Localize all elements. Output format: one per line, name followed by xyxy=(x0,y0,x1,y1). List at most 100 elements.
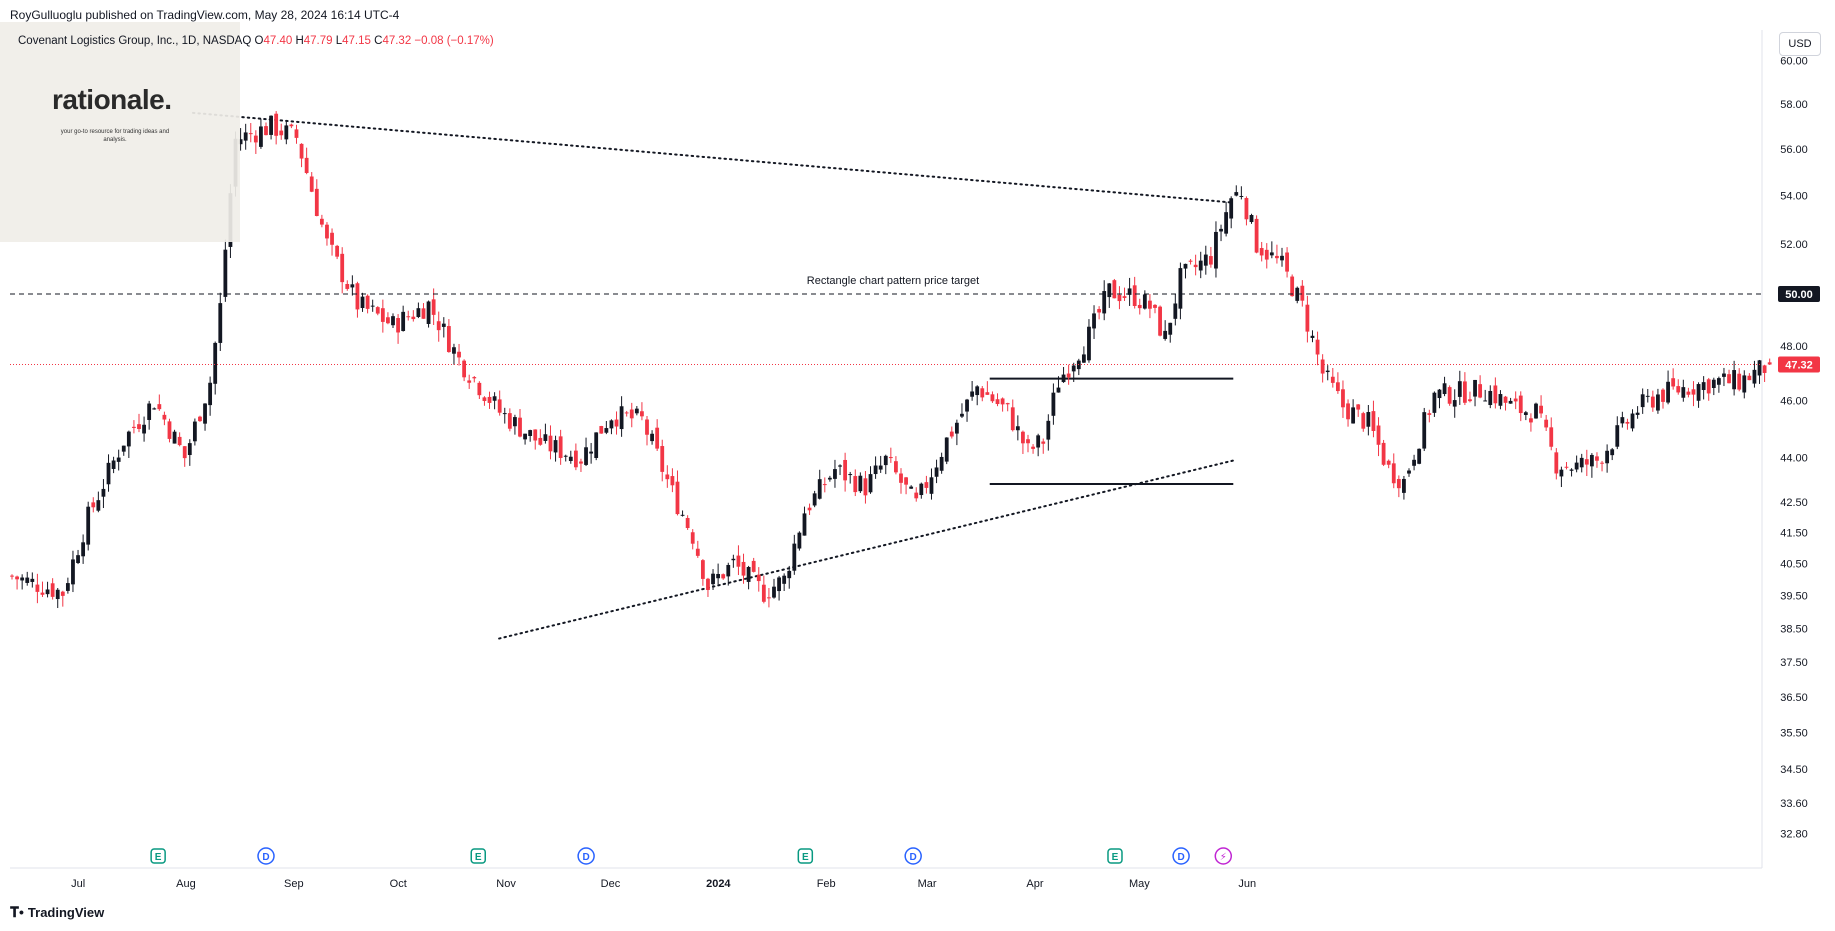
earnings-event-icon[interactable]: E xyxy=(797,848,814,864)
candle-body xyxy=(873,465,878,475)
dividend-event-icon[interactable]: D xyxy=(577,847,595,865)
candle-body xyxy=(944,437,949,462)
candle-body xyxy=(584,447,588,465)
candle xyxy=(1605,444,1610,473)
candle-body xyxy=(1280,255,1284,261)
candle xyxy=(223,239,228,302)
dividend-event-icon[interactable]: D xyxy=(904,847,922,865)
candle xyxy=(1661,388,1665,409)
candle-body xyxy=(375,307,380,314)
candle-body xyxy=(15,576,19,580)
candle xyxy=(1168,322,1173,343)
time-axis[interactable]: Jul Aug Sep Oct Nov Dec 2024 Feb Mar Apr May Jun xyxy=(71,878,1256,890)
candle xyxy=(253,130,258,154)
event-markers[interactable]: E D E D E D E D ⚡ xyxy=(150,847,1233,865)
candle-body xyxy=(142,424,146,434)
candle xyxy=(1193,254,1198,276)
candle xyxy=(1026,434,1030,453)
candle-body xyxy=(736,555,741,567)
price-tick-label: 44.00 xyxy=(1780,453,1808,465)
candle xyxy=(1208,246,1213,268)
earnings-event-icon[interactable]: E xyxy=(470,848,486,864)
candle xyxy=(177,432,182,447)
candle xyxy=(1031,444,1035,454)
time-tick-label: Mar xyxy=(918,878,937,890)
candle-body xyxy=(1391,463,1396,484)
candle xyxy=(599,425,604,434)
candle-body xyxy=(914,492,919,499)
candle-body xyxy=(1036,435,1041,448)
candle xyxy=(132,420,136,434)
candle xyxy=(1285,247,1289,278)
candle-body xyxy=(1325,370,1330,373)
dividend-event-icon[interactable]: D xyxy=(1172,847,1190,865)
candle xyxy=(101,479,106,509)
candle xyxy=(990,391,995,403)
candle xyxy=(1178,262,1183,320)
event-badge-letter: E xyxy=(475,852,482,863)
candle xyxy=(76,549,80,565)
candle-body xyxy=(1752,369,1757,384)
price-tick-label: 34.50 xyxy=(1780,764,1808,776)
candle-body xyxy=(1595,456,1599,461)
candle-body xyxy=(1269,252,1274,256)
candle xyxy=(965,398,969,422)
candle xyxy=(289,123,294,129)
candle-body xyxy=(909,486,914,489)
symbol-legend[interactable]: Covenant Logistics Group, Inc., 1D, NASD… xyxy=(18,35,494,47)
candle xyxy=(914,487,919,502)
candle xyxy=(421,303,426,319)
candle-body xyxy=(182,446,187,459)
candle xyxy=(1686,387,1691,398)
price-tick-label: 39.50 xyxy=(1780,591,1808,603)
currency-button[interactable]: USD xyxy=(1779,32,1821,56)
candle-body xyxy=(50,583,55,597)
candle-body xyxy=(1656,394,1660,411)
candle xyxy=(573,443,578,471)
candle xyxy=(843,452,848,492)
candle-body xyxy=(1173,303,1178,319)
candle xyxy=(269,115,273,140)
candle-body xyxy=(116,457,121,462)
event-badge-glyph: ⚡ xyxy=(1220,852,1227,863)
candle xyxy=(690,529,695,550)
candle-body xyxy=(1645,395,1650,397)
candle xyxy=(1203,245,1208,275)
tradingview-brand[interactable]: 𝐓• TradingView xyxy=(10,904,104,921)
dividend-event-icon[interactable]: D xyxy=(257,847,275,865)
candle xyxy=(238,128,243,151)
candle-body xyxy=(1193,264,1198,268)
candle xyxy=(807,503,812,515)
candle xyxy=(736,545,741,576)
candle xyxy=(55,587,60,609)
candle-body xyxy=(1554,452,1559,474)
candle xyxy=(533,429,538,450)
candle-body xyxy=(289,124,294,127)
candle-body xyxy=(253,135,258,143)
earnings-event-icon[interactable]: E xyxy=(1107,848,1123,864)
candle-body xyxy=(670,476,675,486)
open-value: 47.40 xyxy=(263,35,293,47)
candle-body xyxy=(548,435,553,452)
candle xyxy=(203,403,207,431)
high-label: H xyxy=(295,35,304,47)
candle xyxy=(284,121,289,145)
candle-body xyxy=(314,188,319,216)
candle xyxy=(452,343,456,365)
flash-event-icon[interactable]: ⚡ xyxy=(1214,847,1233,865)
candle-body xyxy=(1351,407,1356,424)
candle-body xyxy=(1711,379,1716,388)
candle xyxy=(629,402,634,428)
candle xyxy=(1417,448,1422,465)
candle-body xyxy=(187,443,192,456)
candle-body xyxy=(1605,450,1610,464)
candle xyxy=(655,419,660,451)
earnings-event-icon[interactable]: E xyxy=(150,848,166,864)
candle xyxy=(45,581,50,598)
price-axis[interactable]: 60.0058.0056.0054.0052.0050.0048.0046.00… xyxy=(1780,56,1808,841)
candle-body xyxy=(1671,378,1676,387)
candle xyxy=(833,459,837,488)
candle xyxy=(594,432,599,461)
candle-body xyxy=(411,316,416,320)
